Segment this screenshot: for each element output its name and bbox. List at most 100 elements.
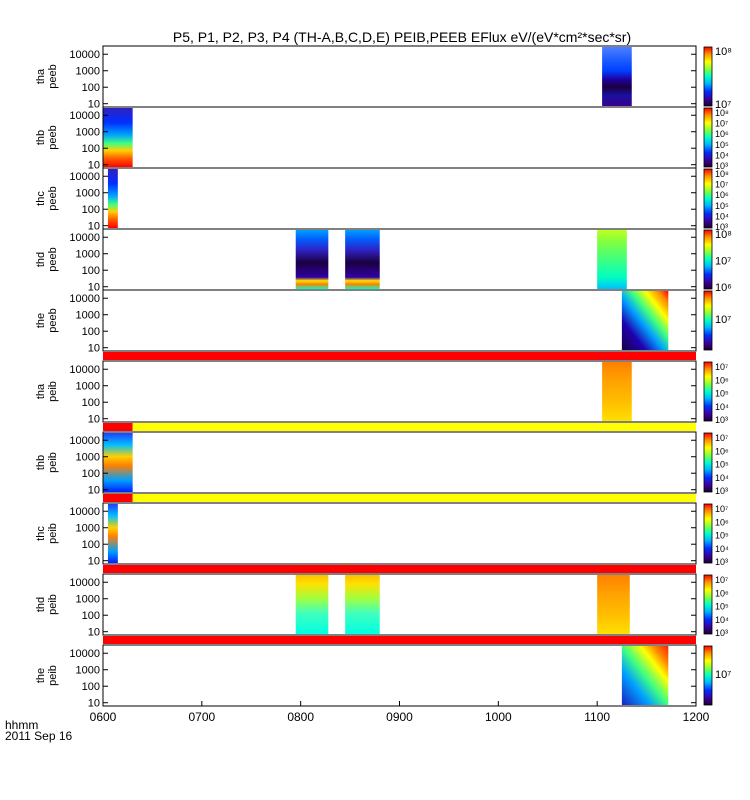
colorbar-tick-label: 10⁴ — [715, 402, 729, 412]
y-tick-label: 100 — [82, 681, 100, 693]
y-tick-label: 100 — [82, 610, 100, 622]
y-tick-label: 10000 — [69, 293, 100, 305]
colorbar-tick-label: 10³ — [715, 415, 728, 425]
colorbar-tick-label: 10⁷ — [715, 575, 728, 585]
y-tick-label: 10000 — [69, 171, 100, 183]
colorbar-tick-label: 10³ — [715, 486, 728, 496]
spectrogram-panel: 10 100 1000 10000 tha peeb 10⁷ 10⁸ — [35, 45, 732, 111]
x-axis: 0600 0700 0800 0900 1000 1100 1200 — [90, 701, 710, 724]
colorbar-tick-label: 10⁴ — [715, 544, 729, 554]
colorbar-tick-label: 10⁶ — [715, 446, 729, 456]
y-tick-label: 100 — [82, 539, 100, 551]
colorbar-tick-label: 10⁵ — [715, 140, 729, 150]
colorbar — [703, 432, 713, 493]
x-tick-label: 0900 — [386, 710, 413, 724]
spectrogram-block — [345, 230, 380, 289]
y-tick-label: 1000 — [76, 523, 100, 535]
spectrogram-block — [597, 230, 627, 289]
x-unit-label: hhmm — [5, 718, 38, 732]
spectrogram-block — [295, 575, 329, 634]
panel-label: thd — [35, 597, 47, 612]
quality-flag-segment — [103, 423, 133, 431]
y-tick-label: 100 — [82, 265, 100, 277]
quality-flag-segment — [132, 423, 696, 431]
y-tick-label: 10000 — [69, 232, 100, 244]
spectrogram-panel: 10 100 1000 10000 thc peib 10³ 10⁴ 10⁵ 10⁶ 10⁷ — [35, 494, 729, 568]
spectrogram-panel: 10 100 1000 10000 the peeb 10⁷ — [35, 289, 731, 355]
panel-label: the — [35, 313, 47, 328]
y-tick-label: 100 — [82, 204, 100, 216]
panel-label: peib — [47, 594, 59, 615]
y-tick-label: 10 — [88, 282, 100, 294]
spectrogram-block — [103, 108, 133, 167]
x-tick-label: 0600 — [90, 710, 117, 724]
spectrogram-block — [103, 433, 133, 492]
colorbar — [703, 290, 713, 351]
colorbar-tick-label: 10⁶ — [715, 375, 729, 385]
colorbar-tick-label: 10⁸ — [715, 108, 729, 118]
colorbar-tick-label: 10⁵ — [715, 531, 729, 541]
colorbar-tick-label: 10⁶ — [715, 588, 729, 598]
colorbar-tick-label: 10³ — [715, 161, 728, 171]
colorbar-tick-label: 10⁶ — [715, 517, 729, 527]
y-tick-label: 1000 — [76, 594, 100, 606]
spectrogram-panel: 10 100 1000 10000 tha peib 10³ 10⁴ 10⁵ 10⁶ 10⁷ — [35, 352, 729, 426]
y-tick-label: 10 — [88, 627, 100, 639]
y-tick-label: 100 — [82, 468, 100, 480]
colorbar — [703, 645, 713, 706]
quality-flag-segment — [103, 565, 696, 573]
colorbar-tick-label: 10⁵ — [715, 460, 729, 470]
panel-label: thb — [35, 455, 47, 470]
panel-label: thc — [35, 191, 47, 206]
spectrogram-block — [602, 362, 632, 421]
colorbar-tick-label: 10⁷ — [715, 504, 728, 514]
panel-label: thd — [35, 252, 47, 267]
colorbar-tick-label: 10⁸ — [715, 46, 732, 58]
panel-label: thb — [35, 130, 47, 145]
panel-label: peeb — [47, 125, 59, 149]
y-tick-label: 10 — [88, 414, 100, 426]
spectrogram-panel: 10 100 1000 10000 thd peeb 10⁶ 10⁷ 10⁸ — [35, 228, 732, 294]
y-tick-label: 1000 — [76, 310, 100, 322]
y-tick-label: 10 — [88, 160, 100, 172]
panel-label: thc — [35, 526, 47, 541]
y-tick-label: 10000 — [69, 110, 100, 122]
colorbar-tick-label: 10⁵ — [715, 602, 729, 612]
colorbar — [703, 503, 713, 564]
spectrogram-block — [597, 575, 630, 634]
spectrogram-block — [621, 646, 669, 705]
spectrogram-panel: 10 100 1000 10000 the peib 10⁷ — [35, 636, 731, 710]
colorbar-tick-label: 10⁷ — [715, 669, 731, 681]
panel-label: peeb — [47, 64, 59, 88]
y-tick-label: 1000 — [76, 452, 100, 464]
panel-label: peib — [47, 523, 59, 544]
panel-frame — [102, 289, 697, 352]
colorbar-tick-label: 10³ — [715, 628, 728, 638]
quality-flag-segment — [132, 494, 696, 502]
colorbar — [703, 574, 713, 635]
colorbar-tick-label: 10⁷ — [715, 99, 731, 111]
colorbar-tick-label: 10⁸ — [715, 169, 729, 179]
colorbar-tick-label: 10⁷ — [715, 119, 728, 129]
y-tick-label: 10 — [88, 99, 100, 111]
colorbar-tick-label: 10⁷ — [715, 180, 728, 190]
panel-label: peeb — [47, 186, 59, 210]
quality-flag-segment — [103, 636, 696, 644]
spectrogram-block — [295, 230, 329, 289]
colorbar — [703, 361, 713, 422]
colorbar-tick-label: 10⁷ — [715, 362, 728, 372]
spectrogram-block — [621, 291, 669, 350]
spectrogram-panel: 10 100 1000 10000 thd peib 10³ 10⁴ 10⁵ 10⁶ 10⁷ — [35, 565, 729, 639]
colorbar-tick-label: 10⁵ — [715, 389, 729, 399]
spectrogram-block — [107, 169, 118, 228]
panel-frame — [102, 360, 697, 423]
panel-label: peib — [47, 452, 59, 473]
y-tick-label: 10000 — [69, 49, 100, 61]
y-tick-label: 10000 — [69, 506, 100, 518]
y-tick-label: 10 — [88, 221, 100, 233]
colorbar — [703, 107, 713, 168]
panel-frame — [102, 167, 697, 230]
y-tick-label: 10000 — [69, 364, 100, 376]
